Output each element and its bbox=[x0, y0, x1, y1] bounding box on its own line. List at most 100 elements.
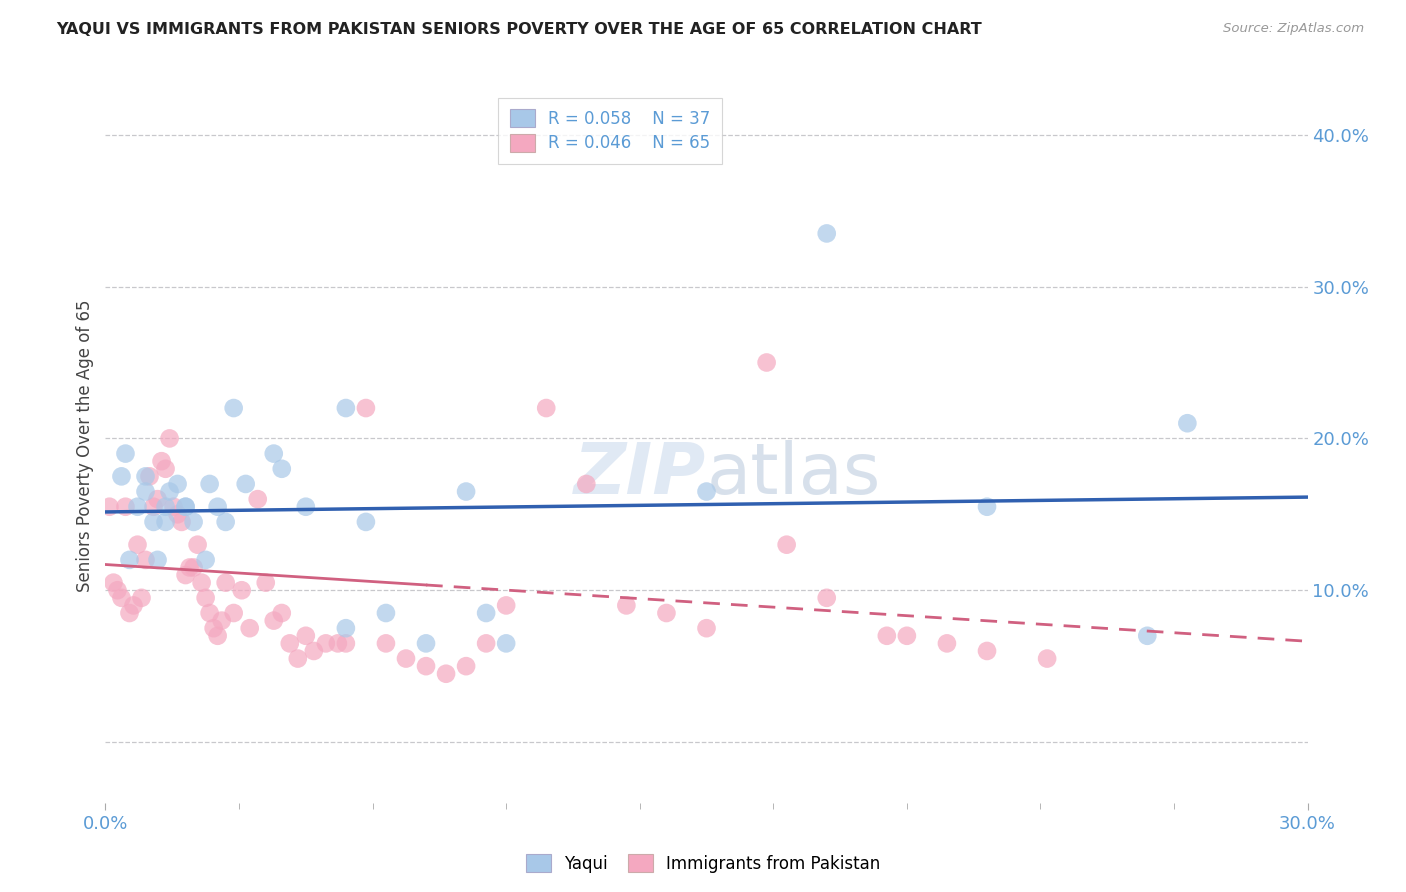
Point bbox=[166, 477, 188, 491]
Point bbox=[696, 621, 718, 635]
Point bbox=[135, 553, 157, 567]
Point bbox=[198, 606, 221, 620]
Point bbox=[395, 651, 418, 665]
Point bbox=[575, 477, 598, 491]
Point bbox=[107, 583, 129, 598]
Point bbox=[263, 447, 285, 461]
Point bbox=[155, 500, 177, 514]
Point bbox=[415, 659, 437, 673]
Point bbox=[454, 484, 477, 499]
Point bbox=[815, 227, 838, 241]
Point bbox=[222, 606, 245, 620]
Point bbox=[110, 469, 132, 483]
Point bbox=[187, 538, 209, 552]
Point bbox=[295, 500, 318, 514]
Point bbox=[174, 500, 197, 514]
Point bbox=[287, 651, 309, 665]
Point bbox=[159, 431, 181, 445]
Text: YAQUI VS IMMIGRANTS FROM PAKISTAN SENIORS POVERTY OVER THE AGE OF 65 CORRELATION: YAQUI VS IMMIGRANTS FROM PAKISTAN SENIOR… bbox=[56, 22, 981, 37]
Point bbox=[183, 515, 205, 529]
Point bbox=[202, 621, 225, 635]
Point bbox=[475, 606, 498, 620]
Point bbox=[495, 636, 517, 650]
Point bbox=[190, 575, 212, 590]
Point bbox=[696, 484, 718, 499]
Point bbox=[354, 401, 377, 415]
Point bbox=[118, 553, 141, 567]
Point bbox=[194, 591, 217, 605]
Point bbox=[214, 515, 236, 529]
Point bbox=[110, 591, 132, 605]
Point bbox=[103, 575, 125, 590]
Point bbox=[194, 553, 217, 567]
Point bbox=[235, 477, 257, 491]
Point bbox=[118, 606, 141, 620]
Text: ZIP: ZIP bbox=[574, 440, 707, 509]
Point bbox=[183, 560, 205, 574]
Point bbox=[135, 484, 157, 499]
Point bbox=[174, 568, 197, 582]
Point bbox=[135, 469, 157, 483]
Point bbox=[1177, 416, 1199, 430]
Point bbox=[263, 614, 285, 628]
Point bbox=[755, 355, 778, 369]
Point bbox=[146, 553, 169, 567]
Point bbox=[198, 477, 221, 491]
Point bbox=[207, 500, 229, 514]
Point bbox=[936, 636, 959, 650]
Point bbox=[166, 508, 188, 522]
Point bbox=[776, 538, 799, 552]
Point bbox=[127, 500, 149, 514]
Point bbox=[162, 500, 184, 514]
Point bbox=[174, 500, 197, 514]
Point bbox=[179, 560, 201, 574]
Point bbox=[211, 614, 233, 628]
Point bbox=[326, 636, 349, 650]
Y-axis label: Seniors Poverty Over the Age of 65: Seniors Poverty Over the Age of 65 bbox=[76, 300, 94, 592]
Point bbox=[239, 621, 262, 635]
Point bbox=[122, 599, 145, 613]
Point bbox=[454, 659, 477, 673]
Text: atlas: atlas bbox=[707, 440, 882, 509]
Point bbox=[335, 401, 357, 415]
Point bbox=[354, 515, 377, 529]
Point bbox=[246, 492, 269, 507]
Point bbox=[434, 666, 457, 681]
Point bbox=[475, 636, 498, 650]
Point bbox=[254, 575, 277, 590]
Point bbox=[1036, 651, 1059, 665]
Point bbox=[155, 462, 177, 476]
Point bbox=[315, 636, 337, 650]
Text: Source: ZipAtlas.com: Source: ZipAtlas.com bbox=[1223, 22, 1364, 36]
Point bbox=[616, 599, 638, 613]
Point bbox=[495, 599, 517, 613]
Point bbox=[976, 644, 998, 658]
Point bbox=[655, 606, 678, 620]
Point bbox=[270, 462, 292, 476]
Point bbox=[222, 401, 245, 415]
Point bbox=[896, 629, 918, 643]
Point bbox=[278, 636, 301, 650]
Point bbox=[146, 492, 169, 507]
Point bbox=[374, 636, 398, 650]
Point bbox=[138, 469, 160, 483]
Legend: R = 0.058    N = 37, R = 0.046    N = 65: R = 0.058 N = 37, R = 0.046 N = 65 bbox=[498, 97, 723, 164]
Point bbox=[1136, 629, 1159, 643]
Point bbox=[231, 583, 253, 598]
Point bbox=[534, 401, 557, 415]
Point bbox=[270, 606, 292, 620]
Point bbox=[114, 500, 136, 514]
Point bbox=[207, 629, 229, 643]
Point bbox=[155, 515, 177, 529]
Point bbox=[335, 636, 357, 650]
Point bbox=[127, 538, 149, 552]
Point bbox=[335, 621, 357, 635]
Point bbox=[415, 636, 437, 650]
Point bbox=[142, 500, 165, 514]
Point bbox=[142, 515, 165, 529]
Point bbox=[114, 447, 136, 461]
Point bbox=[876, 629, 898, 643]
Point bbox=[170, 515, 193, 529]
Point bbox=[976, 500, 998, 514]
Point bbox=[374, 606, 398, 620]
